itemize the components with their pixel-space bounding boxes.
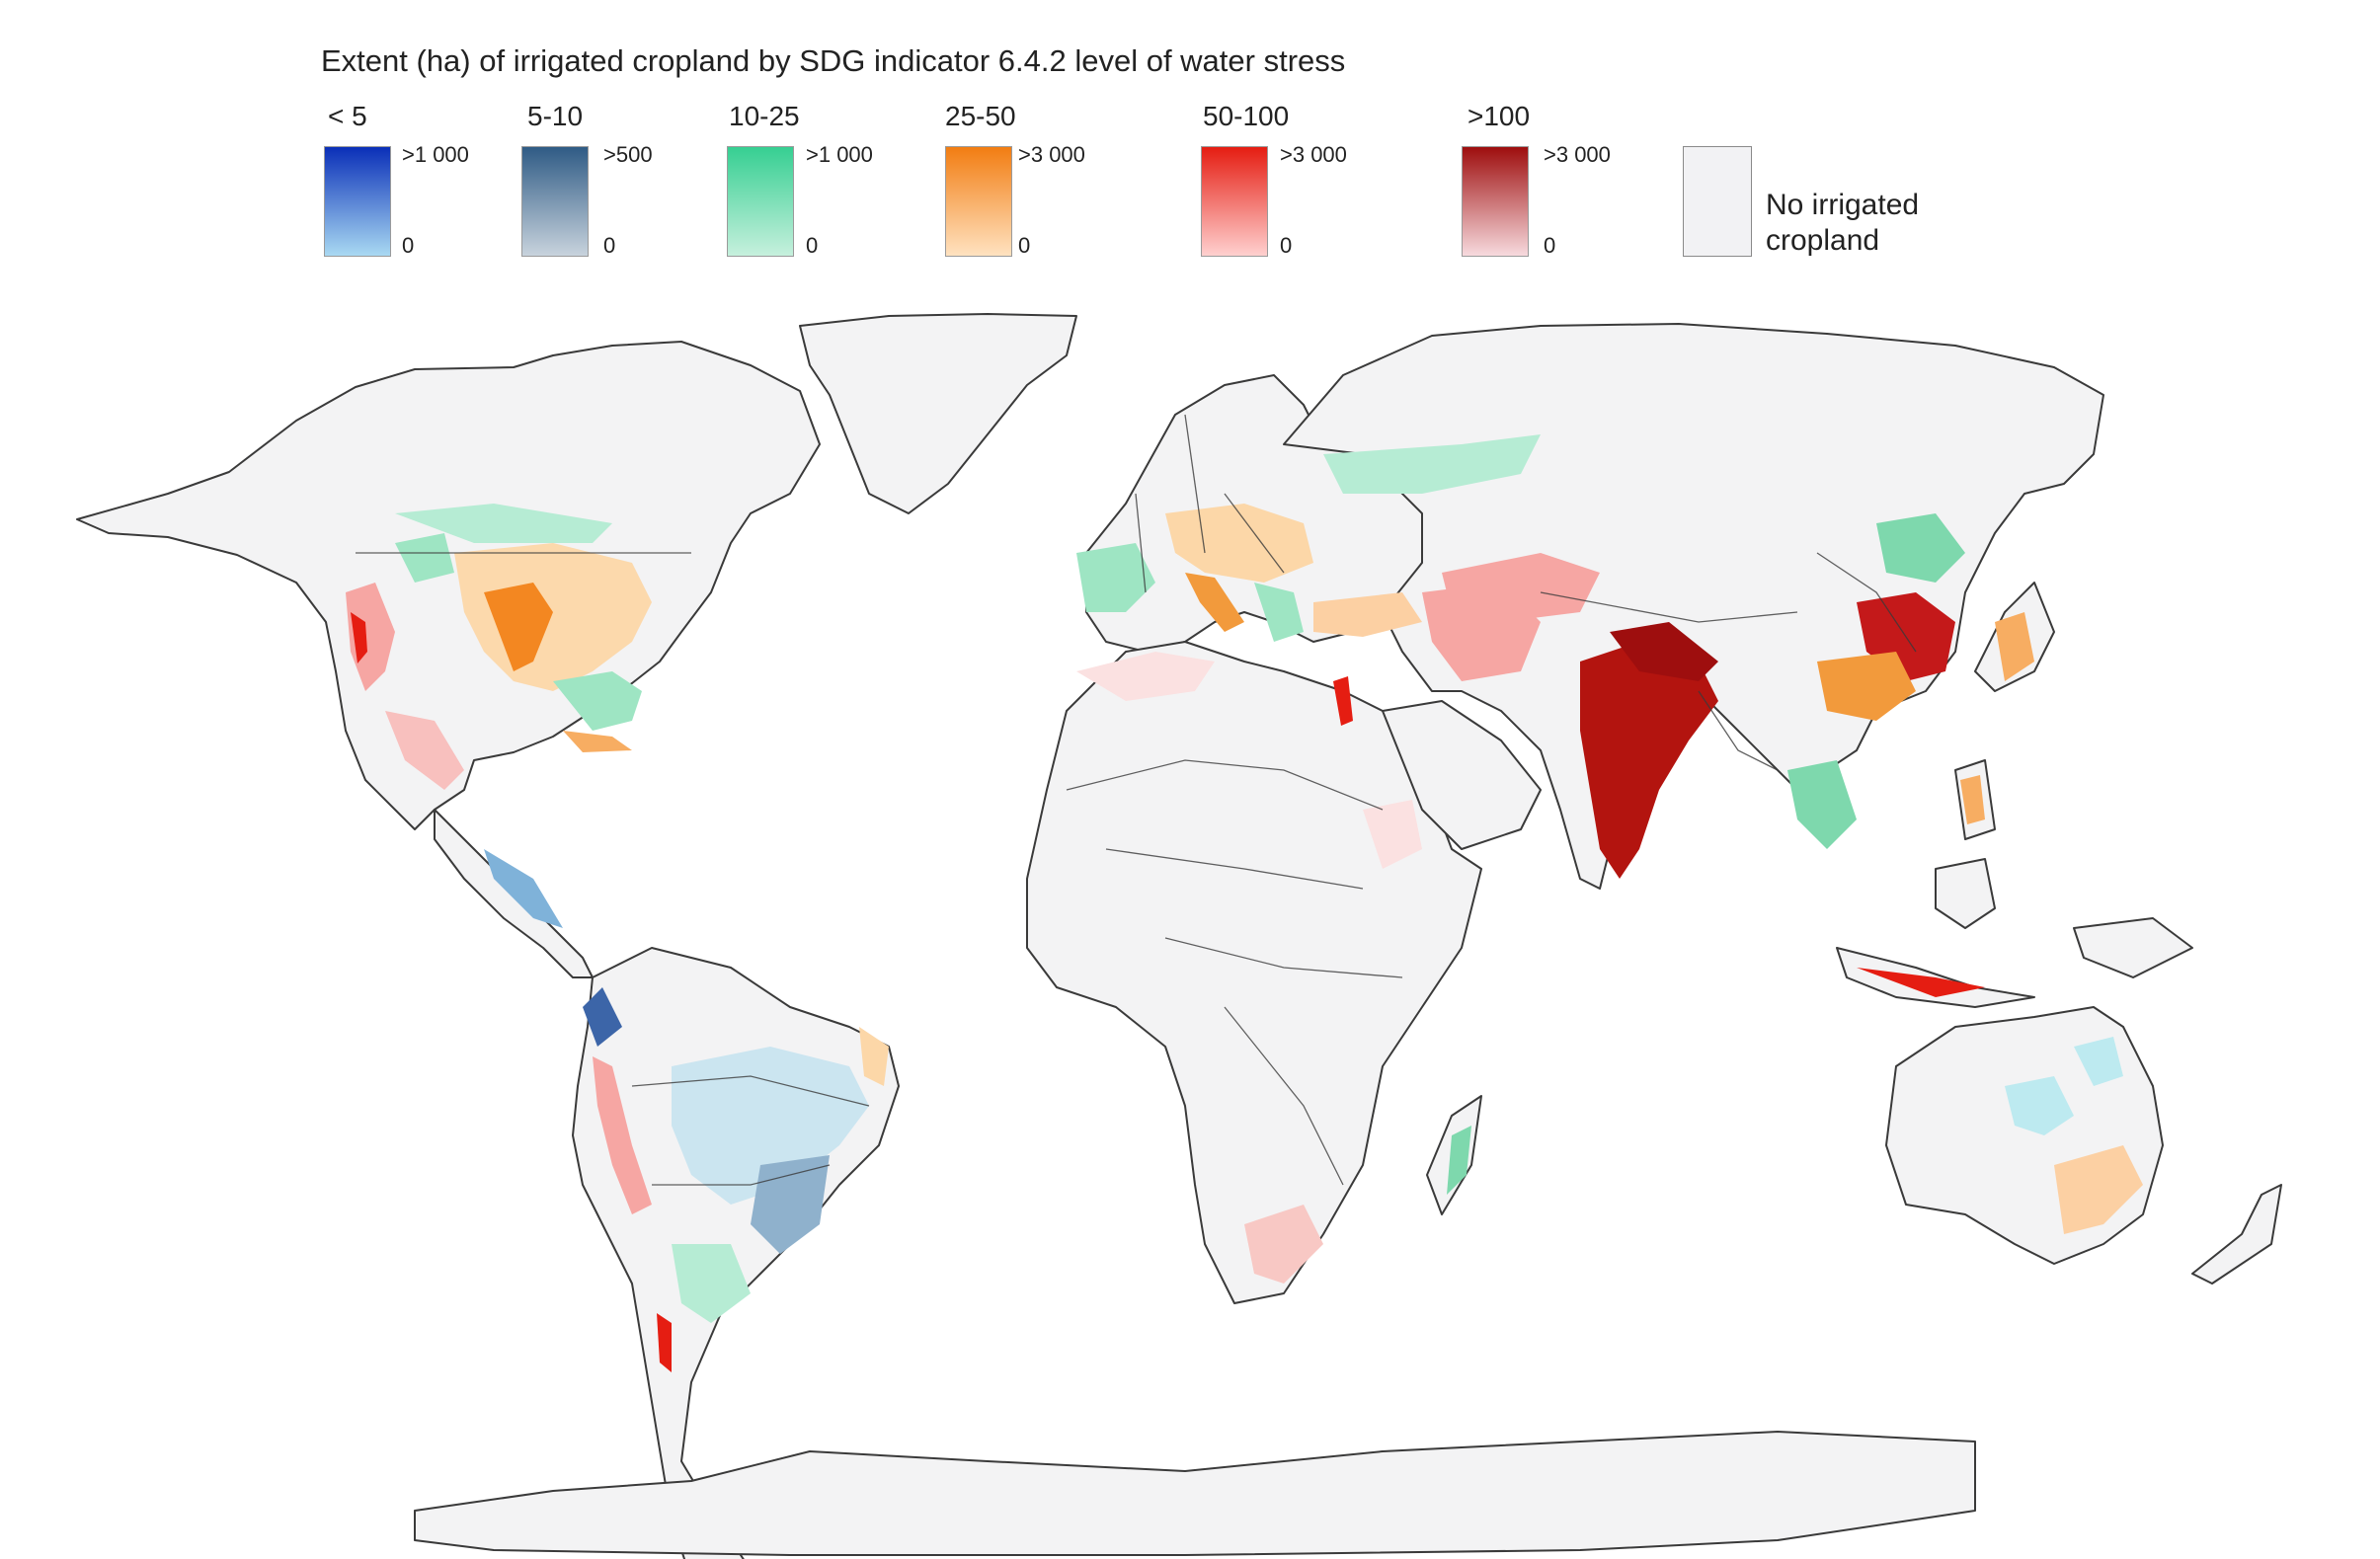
new-guinea [2073, 917, 2193, 978]
land-masses [76, 313, 2282, 1559]
irrigation-overlays [346, 434, 2143, 1372]
legend-category: < 5 [328, 101, 367, 131]
legend-min-label: 0 [1018, 233, 1031, 258]
antarctica [414, 1431, 1976, 1556]
legend-max-label: >3 000 [1544, 142, 1611, 167]
russia-green [1323, 434, 1541, 494]
us-northwest-green [395, 533, 454, 583]
legend-category: 50-100 [1203, 101, 1290, 131]
australia [1885, 1006, 2164, 1265]
ecuador-blue [583, 987, 622, 1047]
australia-east-orange [2054, 1145, 2143, 1234]
india-north-red [1610, 622, 1718, 681]
indonesia-red [1857, 968, 1985, 997]
legend-min-label: 0 [806, 233, 819, 258]
legend-swatch [1201, 146, 1268, 257]
legend-max-label: >500 [603, 142, 653, 167]
balkans-green [1254, 583, 1304, 642]
legend-max-label: >1 000 [806, 142, 873, 167]
legend-category: 10-25 [729, 101, 800, 131]
brazil-east-orange [859, 1027, 889, 1086]
chile-red [657, 1313, 672, 1372]
legend-swatch [521, 146, 589, 257]
borneo [1935, 858, 1996, 929]
turkey-orange [1313, 592, 1422, 637]
nile-red [1333, 676, 1353, 726]
legend-category: 25-50 [945, 101, 1016, 131]
caribbean-orange [563, 731, 632, 752]
california-red [351, 612, 367, 663]
new-zealand [2191, 1184, 2282, 1285]
legend-min-label: 0 [1280, 233, 1293, 258]
central-america-blue [484, 849, 563, 928]
australia-blue [2074, 1037, 2123, 1086]
legend-max-label: >3 000 [1018, 142, 1085, 167]
north-america [76, 341, 821, 830]
peru-coast [593, 1056, 652, 1214]
china-orange [1817, 652, 1916, 721]
us-plains-orange [454, 543, 652, 691]
legend-no-data-swatch [1683, 146, 1752, 257]
legend-no-data-label: No irrigated cropland [1766, 189, 1920, 257]
philippines-orange [1960, 775, 1985, 824]
ethiopia-pink [1363, 800, 1422, 869]
map-title: Extent (ha) of irrigated cropland by SDG… [321, 43, 1346, 78]
legend-category: >100 [1468, 101, 1531, 131]
legend-min-label: 0 [402, 233, 415, 258]
legend-max-label: >3 000 [1280, 142, 1347, 167]
arabian-peninsula [1382, 700, 1542, 850]
legend-category: 5-10 [527, 101, 584, 131]
legend-min-label: 0 [1544, 233, 1556, 258]
spain-green [1076, 543, 1155, 612]
australia-light-blue [2005, 1076, 2074, 1135]
legend-min-label: 0 [603, 233, 616, 258]
argentina-green [672, 1244, 751, 1323]
central-asia-red [1442, 553, 1600, 622]
south-africa-pink [1244, 1205, 1323, 1284]
legend-swatch [324, 146, 391, 257]
canada-green [395, 504, 612, 543]
legend-swatch [1462, 146, 1529, 257]
greenland [799, 313, 1077, 514]
southeast-asia-green [1787, 760, 1857, 849]
africa [1026, 641, 1482, 1304]
japan-orange [1995, 612, 2034, 681]
us-southeast-green [553, 671, 642, 731]
madagascar-green [1447, 1126, 1471, 1195]
india-dark-red [1580, 642, 1718, 879]
legend-swatch [945, 146, 1012, 257]
mexico-red [385, 711, 464, 790]
country-borders [356, 414, 1917, 1186]
world-map [76, 313, 2282, 1559]
legend-max-label: >1 000 [402, 142, 469, 167]
brazil-light-blue [672, 1047, 869, 1205]
legend-swatch [727, 146, 794, 257]
us-plains-dark-orange [484, 583, 553, 671]
northeast-china-green [1876, 513, 1965, 583]
us-west-red [346, 583, 395, 691]
maghreb-pink [1076, 652, 1215, 701]
italy-orange [1185, 573, 1244, 632]
